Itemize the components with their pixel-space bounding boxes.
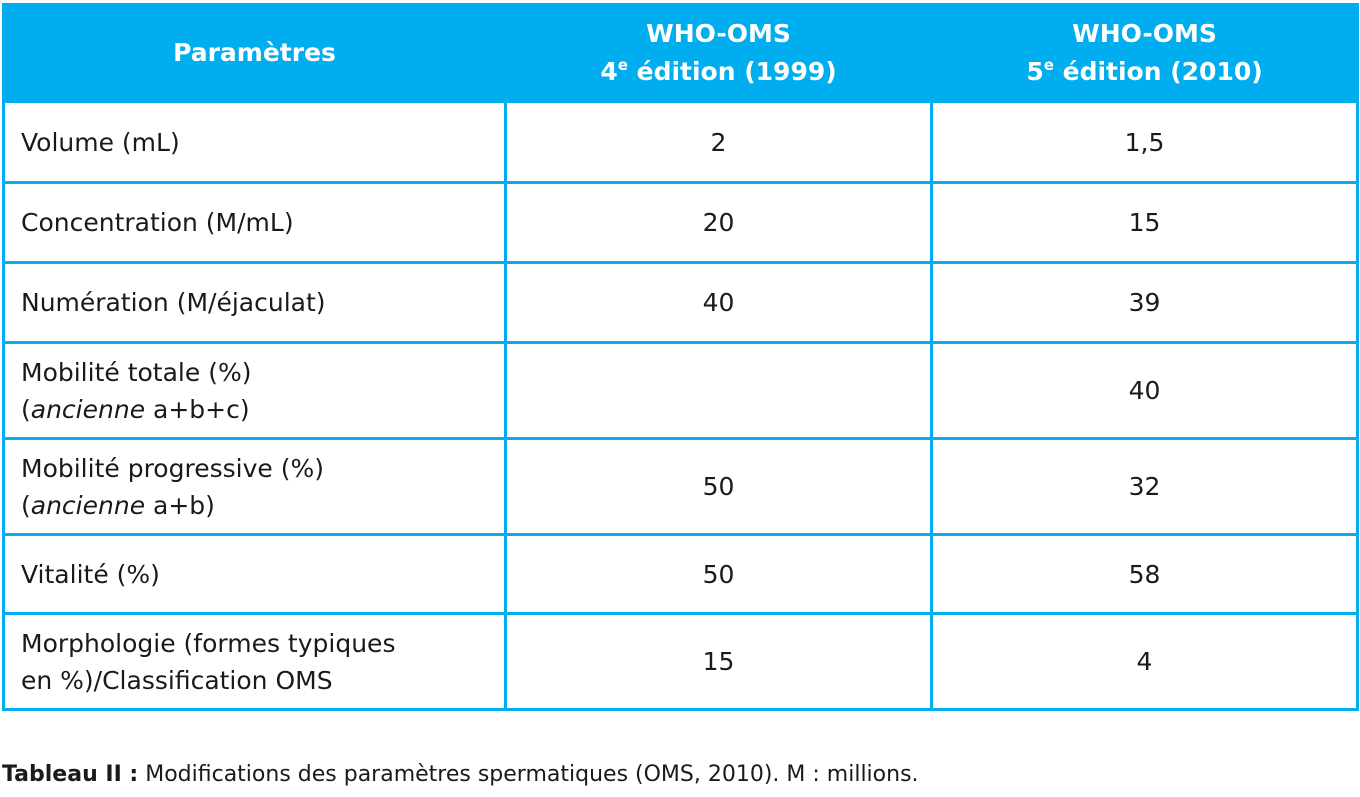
value-cell-5th: 39: [930, 261, 1359, 344]
param-cell: Vitalité (%): [2, 533, 507, 615]
table-row: Mobilité totale (%) (ancienne a+b+c) 40: [2, 341, 1359, 440]
table-header-row: Paramètres WHO-OMS 4e édition (1999) WHO…: [2, 3, 1359, 103]
table-row: Mobilité progressive (%) (ancienne a+b) …: [2, 437, 1359, 536]
value-cell-5th: 40: [930, 341, 1359, 440]
value-cell-4th: 50: [504, 533, 933, 615]
table-row: Morphologie (formes typiques en %)/Class…: [2, 612, 1359, 711]
table-row: Numération (M/éjaculat) 40 39: [2, 261, 1359, 344]
param-cell: Mobilité progressive (%) (ancienne a+b): [2, 437, 507, 536]
value-cell-4th: 15: [504, 612, 933, 711]
param-cell: Concentration (M/mL): [2, 181, 507, 264]
header-parameters: Paramètres: [2, 3, 507, 103]
value-cell-4th: 20: [504, 181, 933, 264]
value-cell-4th: [504, 341, 933, 440]
table-row: Vitalité (%) 50 58: [2, 533, 1359, 615]
table-row: Concentration (M/mL) 20 15: [2, 181, 1359, 264]
table-row: Volume (mL) 2 1,5: [2, 100, 1359, 184]
param-cell: Morphologie (formes typiques en %)/Class…: [2, 612, 507, 711]
caption-label: Tableau II :: [2, 762, 139, 787]
data-table-container: Paramètres WHO-OMS 4e édition (1999) WHO…: [2, 3, 1359, 711]
table-caption: Tableau II : Modifications des paramètre…: [2, 762, 919, 787]
value-cell-5th: 32: [930, 437, 1359, 536]
value-cell-5th: 4: [930, 612, 1359, 711]
header-5th-edition: WHO-OMS 5e édition (2010): [930, 3, 1359, 103]
value-cell-4th: 50: [504, 437, 933, 536]
value-cell-4th: 2: [504, 100, 933, 184]
who-parameters-table: Paramètres WHO-OMS 4e édition (1999) WHO…: [2, 3, 1359, 711]
value-cell-5th: 15: [930, 181, 1359, 264]
param-cell: Numération (M/éjaculat): [2, 261, 507, 344]
param-cell: Mobilité totale (%) (ancienne a+b+c): [2, 341, 507, 440]
value-cell-5th: 58: [930, 533, 1359, 615]
value-cell-5th: 1,5: [930, 100, 1359, 184]
param-cell: Volume (mL): [2, 100, 507, 184]
header-4th-edition: WHO-OMS 4e édition (1999): [504, 3, 933, 103]
caption-text: Modifications des paramètres spermatique…: [138, 762, 919, 787]
value-cell-4th: 40: [504, 261, 933, 344]
